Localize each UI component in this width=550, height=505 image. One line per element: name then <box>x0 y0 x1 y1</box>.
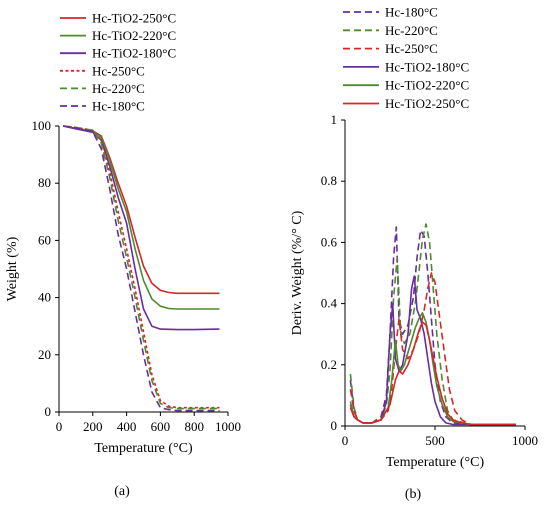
legend-label: Hc-TiO2-180°C <box>385 59 469 74</box>
series-line-hc-tio2-180-c <box>63 125 220 331</box>
x-axis-label: Temperature (°C) <box>94 441 193 456</box>
legend-label: Hc-TiO2-250°C <box>92 11 176 26</box>
y-tick-label: 0.4 <box>321 296 338 311</box>
x-tick-label: 400 <box>117 419 137 434</box>
legend-label: Hc-180°C <box>385 5 438 20</box>
panel-b <box>341 11 526 430</box>
x-tick-label: 800 <box>184 419 204 434</box>
x-tick-label: 600 <box>151 419 171 434</box>
x-tick-label: 500 <box>425 433 445 448</box>
legend-label: Hc-250°C <box>92 63 145 78</box>
series-line-hc-250-c <box>349 272 516 426</box>
series-line-hc-180-c <box>63 125 220 412</box>
x-tick-label: 1000 <box>512 433 538 448</box>
legend-label: Hc-TiO2-180°C <box>92 46 176 61</box>
legend-label: Hc-TiO2-250°C <box>385 96 469 111</box>
y-tick-label: 40 <box>38 290 51 305</box>
series-line-hc-250-c <box>63 125 220 409</box>
y-tick-label: 80 <box>38 175 51 190</box>
y-tick-label: 0.8 <box>321 173 337 188</box>
x-axis-label: Temperature (°C) <box>386 455 485 470</box>
legend-label: Hc-220°C <box>92 81 145 96</box>
y-tick-label: 1 <box>331 112 338 127</box>
legend-label: Hc-TiO2-220°C <box>92 28 176 43</box>
y-tick-label: 20 <box>38 347 51 362</box>
y-tick-label: 0 <box>45 404 52 419</box>
y-tick-label: 0 <box>331 418 338 433</box>
series-line-hc-220-c <box>349 223 516 426</box>
legend-label: Hc-220°C <box>385 23 438 38</box>
panel-label: (a) <box>114 484 130 499</box>
y-axis-label: Weight (%) <box>5 236 20 301</box>
legend-label: Hc-TiO2-220°C <box>385 78 469 93</box>
legend-label: Hc-250°C <box>385 41 438 56</box>
panel-label: (b) <box>405 487 422 502</box>
y-axis-label: Deriv. Weight (%/° C) <box>290 210 305 335</box>
x-tick-label: 0 <box>342 433 349 448</box>
y-tick-label: 0.2 <box>321 357 337 372</box>
legend-label: Hc-180°C <box>92 99 145 114</box>
series-line-hc-tio2-220-c <box>349 311 516 426</box>
y-tick-label: 60 <box>38 232 51 247</box>
series-line-hc-tio2-250-c <box>63 125 220 295</box>
panel-a <box>55 17 229 416</box>
x-tick-label: 0 <box>56 419 63 434</box>
series-line-hc-tio2-220-c <box>63 125 220 310</box>
x-tick-label: 1000 <box>215 419 241 434</box>
series-line-hc-tio2-250-c <box>349 321 516 426</box>
series-line-hc-220-c <box>63 125 220 410</box>
y-tick-label: 0.6 <box>321 234 338 249</box>
y-tick-label: 100 <box>32 118 52 133</box>
x-tick-label: 200 <box>83 419 103 434</box>
